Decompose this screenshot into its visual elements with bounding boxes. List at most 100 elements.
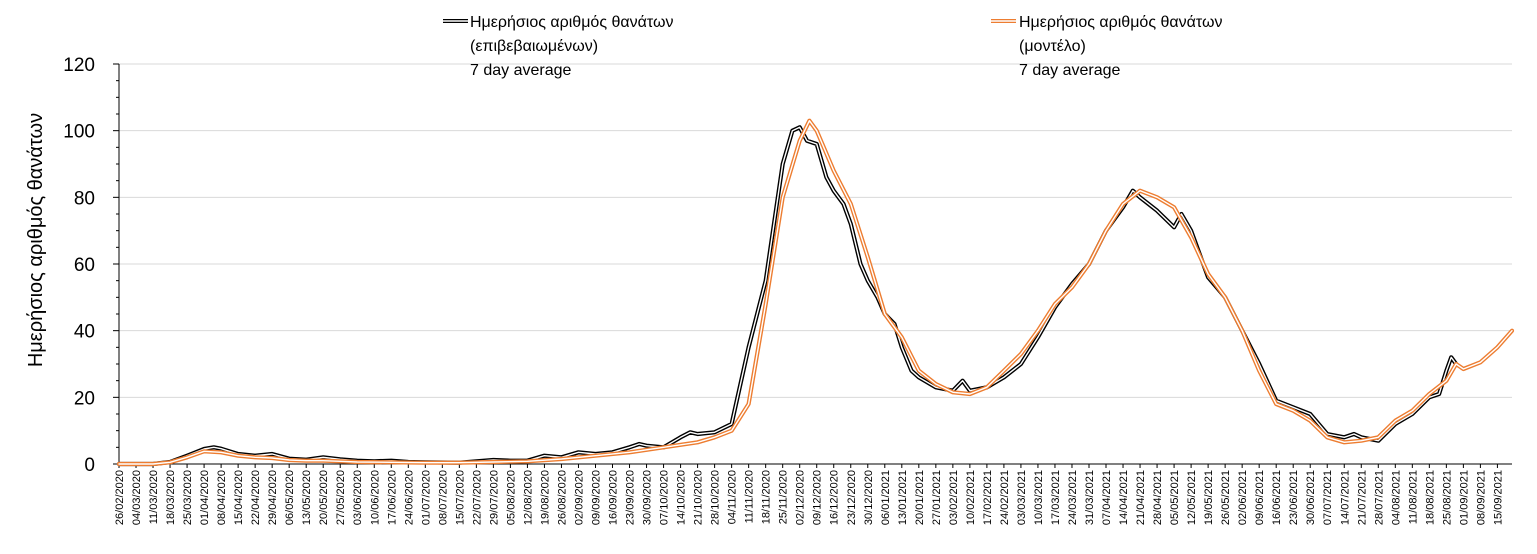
x-tick-label-72: 14/07/2021 <box>1339 470 1351 525</box>
x-tick-label-9: 29/04/2020 <box>267 470 279 525</box>
x-tick-label-66: 02/06/2021 <box>1237 470 1249 525</box>
x-tick-label-48: 27/01/2021 <box>931 470 943 525</box>
y-tick-label-40: 40 <box>74 322 95 343</box>
x-tick-label-42: 16/12/2020 <box>829 470 841 525</box>
x-tick-label-47: 20/01/2021 <box>914 470 926 525</box>
x-tick-label-44: 30/12/2020 <box>863 470 875 525</box>
x-tick-labels: 26/02/2020 04/03/2020 11/03/2020 18/03/2020… <box>114 470 1504 525</box>
x-tick-label-27: 02/09/2020 <box>573 470 585 525</box>
x-tick-label-14: 03/06/2020 <box>352 470 364 525</box>
x-tick-label-4: 25/03/2020 <box>182 470 194 525</box>
x-tick-label-22: 29/07/2020 <box>488 470 500 525</box>
x-tick-label-20: 15/07/2020 <box>454 470 466 525</box>
x-tick-label-56: 24/03/2021 <box>1067 470 1079 525</box>
x-tick-label-32: 07/10/2020 <box>659 470 671 525</box>
x-tick-label-5: 01/04/2020 <box>199 470 211 525</box>
x-tick-label-37: 11/11/2020 <box>744 470 756 523</box>
x-tick-label-80: 08/09/2021 <box>1475 470 1487 525</box>
x-tick-label-54: 10/03/2021 <box>1033 470 1045 525</box>
legend-label-confirmed-line3: 7 day average <box>470 62 572 79</box>
series-lines <box>116 118 1515 467</box>
x-tick-label-55: 17/03/2021 <box>1050 470 1062 525</box>
x-tick-label-68: 16/06/2021 <box>1271 470 1283 525</box>
x-tick-label-78: 25/08/2021 <box>1441 470 1453 525</box>
x-tick-label-15: 10/06/2020 <box>369 470 381 525</box>
series-line-1-inner <box>118 119 1513 465</box>
y-tick-label-120: 120 <box>63 55 95 76</box>
x-tick-label-16: 17/06/2020 <box>386 470 398 525</box>
legend-label-model-line3: 7 day average <box>1019 62 1121 79</box>
x-tick-label-36: 04/11/2020 <box>727 470 739 524</box>
x-tick-label-38: 18/11/2020 <box>761 470 773 524</box>
x-tick-label-10: 06/05/2020 <box>284 470 296 525</box>
x-tick-label-35: 28/10/2020 <box>710 470 722 525</box>
legend-label-model-line1: Ημερήσιος αριθμός θανάτων <box>1019 14 1222 31</box>
x-tick-label-3: 18/03/2020 <box>165 470 177 525</box>
legend-item-confirmed: Ημερήσιος αριθμός θανάτων (επιβεβαιωμένω… <box>443 14 673 79</box>
legend-label-confirmed-line2: (επιβεβαιωμένων) <box>470 38 598 55</box>
x-tick-label-25: 19/08/2020 <box>539 470 551 525</box>
x-tick-label-0: 26/02/2020 <box>114 470 126 525</box>
x-tick-label-19: 08/07/2020 <box>437 470 449 525</box>
x-tick-label-73: 21/07/2021 <box>1356 470 1368 525</box>
x-tick-label-30: 23/09/2020 <box>625 470 637 525</box>
x-tick-label-71: 07/07/2021 <box>1322 470 1334 525</box>
x-tick-label-77: 18/08/2021 <box>1424 470 1436 525</box>
x-tick-label-26: 26/08/2020 <box>556 470 568 525</box>
x-tick-label-33: 14/10/2020 <box>676 470 688 525</box>
x-tick-label-50: 10/02/2021 <box>965 470 977 525</box>
x-tick-label-53: 03/03/2021 <box>1016 470 1028 525</box>
x-tick-label-34: 21/10/2020 <box>693 470 705 525</box>
legend-item-model: Ημερήσιος αριθμός θανάτων (μοντέλο) 7 da… <box>991 14 1222 79</box>
x-tick-label-39: 25/11/2020 <box>778 470 790 524</box>
x-tick-label-17: 24/06/2020 <box>403 470 415 525</box>
x-tick-label-52: 24/02/2021 <box>999 470 1011 525</box>
x-tick-label-64: 19/05/2021 <box>1203 470 1215 525</box>
x-tick-label-69: 23/06/2021 <box>1288 470 1300 525</box>
x-tick-label-58: 07/04/2021 <box>1101 470 1113 525</box>
y-axis-label: Ημερήσιος αριθμός θανάτων <box>25 113 47 367</box>
x-tick-label-59: 14/04/2021 <box>1118 470 1130 525</box>
x-tick-label-60: 21/04/2021 <box>1135 470 1147 525</box>
x-tick-label-63: 12/05/2021 <box>1186 470 1198 525</box>
x-tick-label-76: 11/08/2021 <box>1407 470 1419 524</box>
x-tick-label-21: 22/07/2020 <box>471 470 483 525</box>
x-tick-label-46: 13/01/2021 <box>897 470 909 525</box>
x-tick-label-1: 04/03/2020 <box>131 470 143 525</box>
x-tick-label-12: 20/05/2020 <box>318 470 330 525</box>
x-tick-label-13: 27/05/2020 <box>335 470 347 525</box>
x-tick-label-41: 09/12/2020 <box>812 470 824 525</box>
axes <box>113 63 1512 468</box>
x-tick-label-51: 17/02/2021 <box>982 470 994 525</box>
gridlines <box>119 63 1512 398</box>
x-tick-label-49: 03/02/2021 <box>948 470 960 525</box>
x-tick-label-43: 23/12/2020 <box>846 470 858 525</box>
x-tick-label-11: 13/05/2020 <box>301 470 313 525</box>
x-tick-label-74: 28/07/2021 <box>1373 470 1385 525</box>
x-tick-label-70: 30/06/2021 <box>1305 470 1317 525</box>
x-tick-label-28: 09/09/2020 <box>590 470 602 525</box>
x-tick-label-67: 09/06/2021 <box>1254 470 1266 525</box>
x-tick-label-40: 02/12/2020 <box>795 470 807 525</box>
x-tick-label-79: 01/09/2021 <box>1458 470 1470 525</box>
x-tick-label-18: 01/07/2020 <box>420 470 432 525</box>
x-tick-label-45: 06/01/2021 <box>880 470 892 525</box>
x-tick-label-2: 11/03/2020 <box>148 470 160 524</box>
legend-label-confirmed-line1: Ημερήσιος αριθμός θανάτων <box>470 14 673 31</box>
x-tick-label-31: 30/09/2020 <box>642 470 654 525</box>
x-tick-label-75: 04/08/2021 <box>1390 470 1402 525</box>
x-tick-label-62: 05/05/2021 <box>1169 470 1181 525</box>
y-tick-label-80: 80 <box>74 188 95 209</box>
y-tick-labels: 0 20 40 60 80 100 120 <box>63 55 95 476</box>
legend-label-model-line2: (μοντέλο) <box>1019 38 1086 55</box>
x-tick-label-23: 05/08/2020 <box>505 470 517 525</box>
x-tick-label-65: 26/05/2021 <box>1220 470 1232 525</box>
x-tick-label-7: 15/04/2020 <box>233 470 245 525</box>
x-tick-label-81: 15/09/2021 <box>1492 470 1504 525</box>
x-tick-label-8: 22/04/2020 <box>250 470 262 525</box>
x-tick-label-24: 12/08/2020 <box>522 470 534 525</box>
x-tick-label-61: 28/04/2021 <box>1152 470 1164 525</box>
y-tick-label-20: 20 <box>74 388 95 409</box>
legend: Ημερήσιος αριθμός θανάτων (επιβεβαιωμένω… <box>443 14 1222 79</box>
